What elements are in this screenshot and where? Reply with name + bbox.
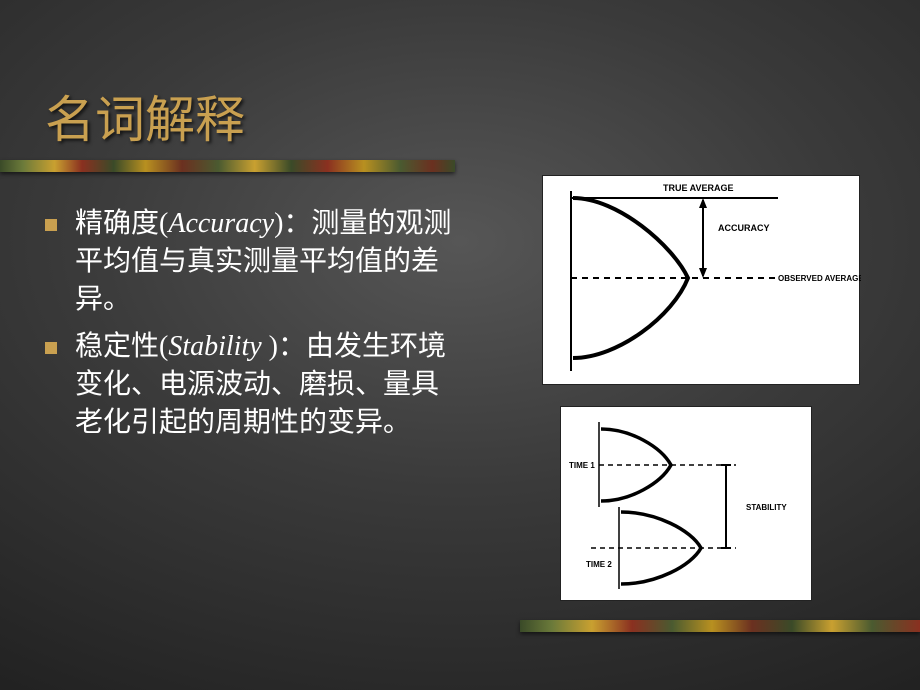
accuracy-svg: TRUE AVERAGE ACCURACY OBSERVED AVERAGE: [543, 176, 861, 386]
time1-label: TIME 1: [569, 461, 595, 470]
time2-label: TIME 2: [586, 560, 612, 569]
bullet-marker: [45, 342, 57, 354]
stability-svg: TIME 1 TIME 2 STABILITY: [561, 407, 813, 602]
content-area: 精确度(Accuracy)：测量的观测平均值与真实测量平均值的差异。 稳定性(S…: [45, 205, 455, 452]
term-en: Accuracy: [168, 208, 274, 239]
bullet-text: 精确度(Accuracy)：测量的观测平均值与真实测量平均值的差异。: [75, 205, 455, 318]
term-zh: 稳定性: [75, 331, 159, 362]
true-avg-label: TRUE AVERAGE: [663, 183, 734, 193]
arrow-up: [699, 198, 707, 208]
term-zh: 精确度: [75, 208, 159, 239]
bullet-item-stability: 稳定性(Stability )：由发生环境变化、电源波动、磨损、量具老化引起的周…: [45, 328, 455, 441]
bullet-item-accuracy: 精确度(Accuracy)：测量的观测平均值与真实测量平均值的差异。: [45, 205, 455, 318]
accuracy-label: ACCURACY: [718, 223, 770, 233]
page-title: 名词解释: [45, 80, 245, 152]
arrow-down: [699, 268, 707, 278]
observed-avg-label: OBSERVED AVERAGE: [778, 274, 861, 283]
bullet-marker: [45, 219, 57, 231]
bottom-divider: [520, 620, 920, 632]
term-en: Stability: [168, 331, 268, 362]
accuracy-diagram: TRUE AVERAGE ACCURACY OBSERVED AVERAGE: [542, 175, 860, 385]
stability-diagram: TIME 1 TIME 2 STABILITY: [560, 406, 812, 601]
term-punct: ：: [278, 331, 306, 362]
curve2: [621, 512, 701, 584]
bullet-text: 稳定性(Stability )：由发生环境变化、电源波动、磨损、量具老化引起的周…: [75, 328, 455, 441]
title-divider: [0, 160, 455, 172]
term-punct: ：: [283, 208, 311, 239]
stability-label: STABILITY: [746, 503, 787, 512]
